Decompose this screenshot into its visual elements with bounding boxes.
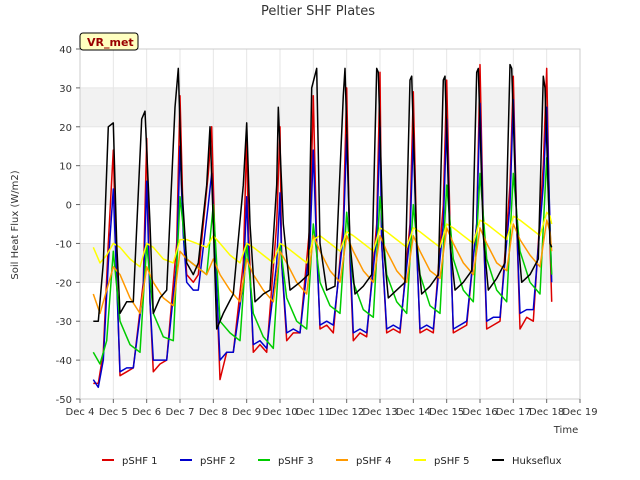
x-tick-label: Dec 14 [396,407,431,418]
site-badge-label: VR_met [87,36,134,49]
x-tick-label: Dec 6 [132,407,161,418]
series-layer [92,63,553,389]
x-tick-label: Dec 8 [199,407,228,418]
plot-band [80,360,580,399]
plot-area [79,48,581,400]
x-tick-label: Dec 9 [232,407,261,418]
plot-band [80,165,580,205]
y-tick-label: 10 [59,162,72,173]
plot-background-bands [80,49,580,399]
x-tick-label: Dec 5 [99,407,128,418]
legend-label: pSHF 1 [122,456,158,467]
y-tick-label: -20 [56,278,72,289]
y-tick-label: -50 [56,395,72,406]
series-line-hukseflux [93,63,553,330]
x-tick-label: Dec 13 [362,407,397,418]
y-axis-title: Soil Heat Flux (W/m2) [10,170,21,279]
x-tick-label: Dec 16 [462,407,497,418]
plot-band [80,87,580,127]
legend: pSHF 1 pSHF 2 pSHF 3 pSHF 4 pSHF 5 Hukseflux [102,456,562,467]
y-axis: -50 -40 -30 -20 -10 0 10 20 30 40 [56,45,80,406]
legend-label: pSHF 4 [356,456,392,467]
y-tick-label: 20 [59,123,72,134]
plot-band [80,49,580,88]
site-badge: VR_met [79,32,139,51]
x-axis-title: Time [553,425,578,436]
plot-band [80,204,580,244]
x-tick-label: Dec 15 [429,407,464,418]
y-tick-label: -30 [56,317,72,328]
y-tick-label: -10 [56,239,72,250]
legend-label: pSHF 2 [200,456,236,467]
y-tick-label: -40 [56,356,72,367]
legend-label: pSHF 5 [434,456,470,467]
x-tick-label: Dec 19 [562,407,597,418]
chart-title: Peltier SHF Plates [261,4,375,19]
plot-band [80,126,580,166]
x-tick-label: Dec 12 [329,407,364,418]
y-tick-label: 0 [66,201,72,212]
x-axis: Dec 4 Dec 5 Dec 6 Dec 7 Dec 8 Dec 9 Dec 10Dec … [66,399,598,418]
x-tick-label: Dec 7 [166,407,195,418]
y-tick-label: 30 [59,84,72,95]
legend-label: pSHF 3 [278,456,314,467]
x-tick-label: Dec 18 [529,407,564,418]
legend-label: Hukseflux [512,456,562,467]
x-tick-label: Dec 4 [66,407,95,418]
y-tick-label: 40 [59,45,72,56]
site-badge-box [79,32,139,51]
x-tick-label: Dec 11 [296,407,331,418]
x-tick-label: Dec 17 [496,407,531,418]
plot-band [80,321,580,361]
x-tick-label: Dec 10 [262,407,297,418]
